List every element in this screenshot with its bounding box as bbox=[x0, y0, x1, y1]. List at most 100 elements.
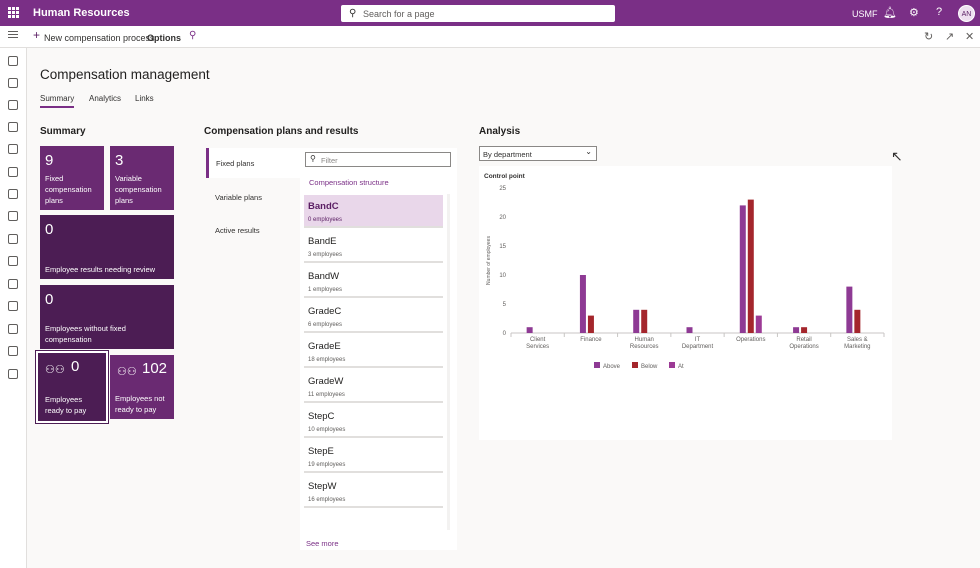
bell-icon[interactable]: 🔔︎ bbox=[883, 7, 897, 19]
company-selector[interactable]: USMF bbox=[852, 9, 878, 19]
see-more-link[interactable]: See more bbox=[306, 539, 339, 548]
bar-below bbox=[747, 199, 754, 333]
new-compensation-process-label: New compensation process bbox=[44, 33, 155, 43]
x-tick-label: Department bbox=[682, 344, 714, 350]
hamburger-icon[interactable] bbox=[8, 31, 18, 40]
tab-summary[interactable]: Summary bbox=[40, 94, 75, 108]
compensation-structure-header[interactable]: Compensation structure bbox=[309, 178, 389, 187]
x-tick-label: Client bbox=[530, 337, 546, 343]
nav-icon[interactable] bbox=[8, 279, 18, 289]
x-tick-label: Sales & bbox=[847, 337, 868, 343]
close-icon[interactable]: ✕ bbox=[965, 31, 975, 43]
bar-below bbox=[641, 309, 648, 333]
nav-icon[interactable] bbox=[8, 369, 18, 379]
nav-icon[interactable] bbox=[8, 211, 18, 221]
search-input[interactable]: ⚲ Search for a page bbox=[341, 5, 615, 22]
list-item[interactable]: BandC 0 employees bbox=[304, 195, 443, 228]
y-tick-label: 20 bbox=[499, 215, 506, 221]
variable-plans-tile[interactable]: 3 Variable compensation plans bbox=[110, 146, 174, 210]
y-tick-label: 5 bbox=[503, 302, 507, 308]
bar-below bbox=[801, 327, 808, 333]
search-placeholder: Search for a page bbox=[363, 9, 435, 19]
nav-icon[interactable] bbox=[8, 256, 18, 266]
x-tick-label: Finance bbox=[580, 337, 602, 343]
nav-icon[interactable] bbox=[8, 144, 18, 154]
tab-fixed-plans[interactable]: Fixed plans bbox=[206, 148, 300, 178]
plans-list-panel: ⚲ Filter Compensation structure BandC 0 e… bbox=[300, 148, 457, 550]
tile-value: 102 bbox=[142, 360, 168, 377]
nav-icon[interactable] bbox=[8, 100, 18, 110]
not-ready-to-pay-tile[interactable]: ⚇⚇ 102 Employees not ready to pay bbox=[110, 355, 174, 419]
tile-value: 3 bbox=[115, 152, 124, 169]
bar-above bbox=[739, 205, 746, 333]
list-item[interactable]: BandE 3 employees bbox=[304, 230, 443, 263]
scrollbar[interactable] bbox=[447, 194, 450, 530]
tab-active-results[interactable]: Active results bbox=[215, 226, 260, 235]
list-item[interactable]: GradeC 6 employees bbox=[304, 300, 443, 333]
open-new-window-icon[interactable]: ↗ bbox=[945, 31, 955, 43]
search-icon: ⚲ bbox=[310, 154, 316, 163]
app-launcher-icon[interactable] bbox=[8, 7, 19, 18]
chart-card: Control point 0 5 10 15 20 25 Number of employ… bbox=[479, 166, 892, 440]
gear-icon[interactable]: ⚙ bbox=[909, 7, 919, 19]
dropdown-value: By department bbox=[483, 150, 532, 159]
search-icon[interactable]: ⚲ bbox=[189, 30, 197, 41]
nav-icon[interactable] bbox=[8, 122, 18, 132]
y-tick-label: 15 bbox=[499, 244, 506, 250]
tab-links[interactable]: Links bbox=[135, 94, 154, 103]
ready-to-pay-tile[interactable]: ⚇⚇ 0 Employees ready to pay bbox=[36, 351, 108, 423]
avatar[interactable]: AN bbox=[958, 5, 975, 22]
legend-label: Below bbox=[641, 364, 658, 370]
analysis-dropdown[interactable]: By department ⌄ bbox=[479, 146, 597, 161]
left-navigation bbox=[0, 48, 27, 568]
results-needing-review-tile[interactable]: 0 Employee results needing review bbox=[40, 215, 174, 279]
action-bar: + New compensation process Options ⚲ ↻ ↗… bbox=[0, 26, 980, 48]
filter-input[interactable]: ⚲ Filter bbox=[305, 152, 451, 167]
x-tick-label: Marketing bbox=[844, 344, 870, 350]
nav-icon[interactable] bbox=[8, 78, 18, 88]
x-tick-label: Resources bbox=[630, 344, 659, 350]
tile-label: Variable compensation plans bbox=[115, 174, 162, 205]
bar-above bbox=[793, 327, 800, 333]
legend-label: At bbox=[678, 364, 684, 370]
without-fixed-compensation-tile[interactable]: 0 Employees without fixed compensation bbox=[40, 285, 174, 349]
chevron-down-icon: ⌄ bbox=[585, 147, 592, 156]
list-item[interactable]: GradeE 18 employees bbox=[304, 335, 443, 368]
app-title[interactable]: Human Resources bbox=[33, 7, 130, 19]
x-tick-label: Operations bbox=[789, 344, 818, 350]
list-icon[interactable] bbox=[8, 301, 18, 311]
plans-heading: Compensation plans and results bbox=[204, 126, 359, 137]
list-item[interactable]: GradeW 11 employees bbox=[304, 370, 443, 403]
y-tick-label: 0 bbox=[503, 331, 507, 337]
bar-above bbox=[579, 275, 586, 333]
home-icon[interactable] bbox=[8, 56, 18, 66]
x-tick-label: Operations bbox=[736, 337, 765, 343]
list-item[interactable]: BandW 1 employees bbox=[304, 265, 443, 298]
list-item[interactable]: StepW 16 employees bbox=[304, 475, 443, 508]
filter-placeholder: Filter bbox=[321, 156, 338, 165]
chart-title: Control point bbox=[484, 173, 525, 180]
tile-value: 9 bbox=[45, 152, 54, 169]
tile-label: Fixed compensation plans bbox=[45, 174, 92, 205]
bar-below bbox=[854, 309, 861, 333]
y-axis-label: Number of employees bbox=[486, 236, 492, 285]
mouse-cursor-icon: ↖ bbox=[891, 148, 903, 164]
x-tick-label: Services bbox=[526, 344, 549, 350]
nav-icon[interactable] bbox=[8, 167, 18, 177]
help-icon[interactable]: ? bbox=[936, 6, 943, 18]
bar-at bbox=[755, 315, 762, 333]
fixed-plans-tile[interactable]: 9 Fixed compensation plans bbox=[40, 146, 104, 210]
options-button[interactable]: Options bbox=[147, 33, 181, 43]
legend-swatch bbox=[594, 362, 600, 368]
refresh-icon[interactable]: ↻ bbox=[924, 31, 934, 43]
nav-icon[interactable] bbox=[8, 234, 18, 244]
tab-variable-plans[interactable]: Variable plans bbox=[215, 193, 262, 202]
nav-icon[interactable] bbox=[8, 346, 18, 356]
analysis-heading: Analysis bbox=[479, 126, 521, 137]
tile-value: 0 bbox=[71, 358, 80, 375]
nav-icon[interactable] bbox=[8, 189, 18, 199]
list-item[interactable]: StepC 10 employees bbox=[304, 405, 443, 438]
tab-analytics[interactable]: Analytics bbox=[89, 94, 122, 103]
nav-icon[interactable] bbox=[8, 324, 18, 334]
list-item[interactable]: StepE 19 employees bbox=[304, 440, 443, 473]
